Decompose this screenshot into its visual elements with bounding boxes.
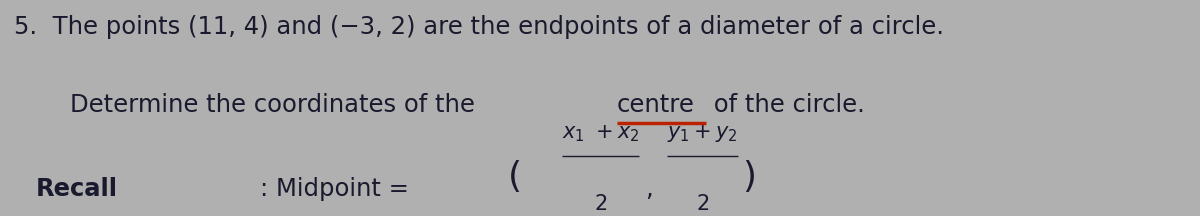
Text: Recall: Recall [36, 177, 118, 201]
Text: Determine the coordinates of the: Determine the coordinates of the [70, 93, 482, 117]
Text: ,: , [644, 177, 653, 201]
Text: $y_1+y_2$: $y_1+y_2$ [667, 123, 738, 144]
Text: of the circle.: of the circle. [706, 93, 864, 117]
Text: $x_1\ +x_2$: $x_1\ +x_2$ [562, 123, 638, 144]
Text: : Midpoint =: : Midpoint = [260, 177, 416, 201]
Text: (: ( [508, 160, 522, 194]
Text: ): ) [743, 160, 757, 194]
Text: 5.  The points (11, 4) and (−3, 2) are the endpoints of a diameter of a circle.: 5. The points (11, 4) and (−3, 2) are th… [14, 15, 944, 39]
Text: centre: centre [617, 93, 695, 117]
Text: $2$: $2$ [696, 194, 709, 214]
Text: $2$: $2$ [594, 194, 607, 214]
